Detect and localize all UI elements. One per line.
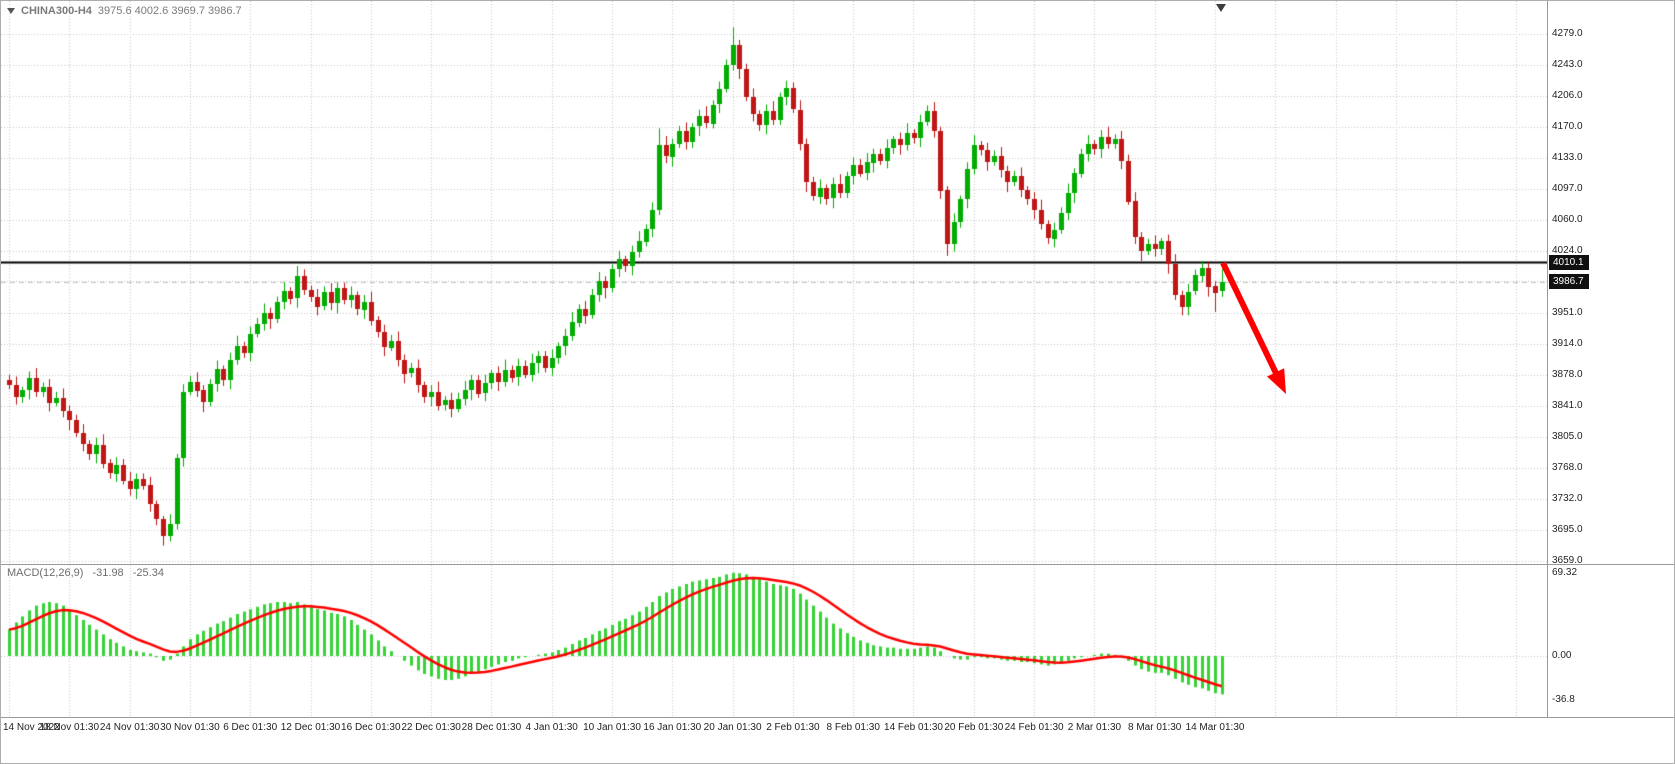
time-axis-label: 24 Nov 01:30 bbox=[99, 722, 160, 733]
time-axis-label: 24 Feb 01:30 bbox=[1004, 722, 1064, 733]
time-axis-label: 8 Mar 01:30 bbox=[1128, 722, 1182, 733]
price-axis-label: 4279.0 bbox=[1552, 28, 1583, 39]
time-axis-label: 20 Jan 01:30 bbox=[703, 722, 762, 733]
price-axis-label: 4060.0 bbox=[1552, 214, 1583, 226]
time-axis-separator bbox=[1, 717, 1674, 718]
price-axis-label: 3659.0 bbox=[1552, 555, 1583, 566]
macd-axis-label: 69.32 bbox=[1552, 566, 1578, 578]
price-axis-label: 4133.0 bbox=[1552, 152, 1583, 164]
time-axis-label: 30 Nov 01:30 bbox=[160, 722, 220, 733]
hline-price-badge: 4010.1 bbox=[1549, 254, 1589, 270]
time-axis-label: 18 Nov 01:30 bbox=[39, 722, 100, 733]
price-axis[interactable]: 4010.1 3986.7 4279.0 4243.0 4206.0 4170.0 41… bbox=[1548, 1, 1674, 718]
time-axis-label: 16 Dec 01:30 bbox=[341, 722, 401, 733]
time-axis-label: 8 Feb 01:30 bbox=[826, 722, 880, 733]
time-axis-label: 28 Dec 01:30 bbox=[461, 722, 522, 733]
price-axis-label: 3951.0 bbox=[1552, 306, 1583, 318]
price-axis-label: 3805.0 bbox=[1552, 430, 1583, 442]
time-axis-label: 20 Feb 01:30 bbox=[944, 722, 1004, 733]
time-axis-label: 22 Dec 01:30 bbox=[401, 722, 461, 733]
macd-indicator-label: MACD(12,26,9) -31.98 -25.34 bbox=[7, 567, 170, 579]
macd-axis-label: 0.00 bbox=[1552, 650, 1572, 661]
time-axis[interactable]: 14 Nov 2022 18 Nov 01:30 24 Nov 01:30 30 No… bbox=[1, 718, 1674, 763]
chart-canvas[interactable] bbox=[1, 1, 1547, 717]
axis-separator-vertical bbox=[1547, 1, 1548, 718]
price-axis-label: 3914.0 bbox=[1552, 338, 1583, 350]
time-axis-label: 12 Dec 01:30 bbox=[280, 722, 341, 733]
symbol-period-label: CHINA300-H4 bbox=[21, 5, 92, 17]
macd-axis-label: -36.8 bbox=[1552, 694, 1575, 706]
price-axis-label: 4024.0 bbox=[1552, 244, 1583, 256]
price-axis-label: 4097.0 bbox=[1552, 182, 1583, 194]
macd-main-value: -31.98 bbox=[92, 567, 124, 579]
macd-signal-value: -25.34 bbox=[132, 567, 164, 579]
time-axis-label: 2 Feb 01:30 bbox=[766, 722, 820, 733]
price-axis-label: 4243.0 bbox=[1552, 58, 1583, 70]
price-axis-label: 3695.0 bbox=[1552, 524, 1583, 536]
time-axis-label: 4 Jan 01:30 bbox=[525, 722, 578, 733]
time-axis-label: 16 Jan 01:30 bbox=[643, 722, 702, 733]
pane-splitter[interactable] bbox=[1, 564, 1674, 565]
time-axis-label: 6 Dec 01:30 bbox=[223, 722, 278, 733]
price-axis-label: 3768.0 bbox=[1552, 462, 1583, 474]
price-axis-label: 3732.0 bbox=[1552, 492, 1583, 504]
time-axis-label: 2 Mar 01:30 bbox=[1067, 722, 1122, 733]
macd-name: MACD(12,26,9) bbox=[7, 567, 84, 579]
price-axis-label: 4206.0 bbox=[1552, 90, 1583, 102]
time-axis-label: 10 Jan 01:30 bbox=[583, 722, 641, 733]
time-axis-label: 14 Nov 2022 bbox=[3, 722, 60, 733]
price-axis-label: 3841.0 bbox=[1552, 400, 1583, 412]
time-axis-label: 14 Mar 01:30 bbox=[1185, 722, 1245, 733]
ohlc-readout: 3975.6 4002.6 3969.7 3986.7 bbox=[97, 5, 242, 17]
chart-shift-marker[interactable] bbox=[1216, 4, 1226, 12]
bid-price-badge: 3986.7 bbox=[1549, 274, 1589, 290]
chart-title: CHINA300-H4 3975.6 4002.6 3969.7 3986.7 bbox=[7, 5, 242, 17]
price-axis-label: 4170.0 bbox=[1552, 120, 1583, 132]
price-axis-label: 3878.0 bbox=[1552, 368, 1583, 380]
time-axis-label: 14 Feb 01:30 bbox=[884, 722, 943, 733]
symbol-dropdown-icon[interactable] bbox=[7, 8, 15, 14]
